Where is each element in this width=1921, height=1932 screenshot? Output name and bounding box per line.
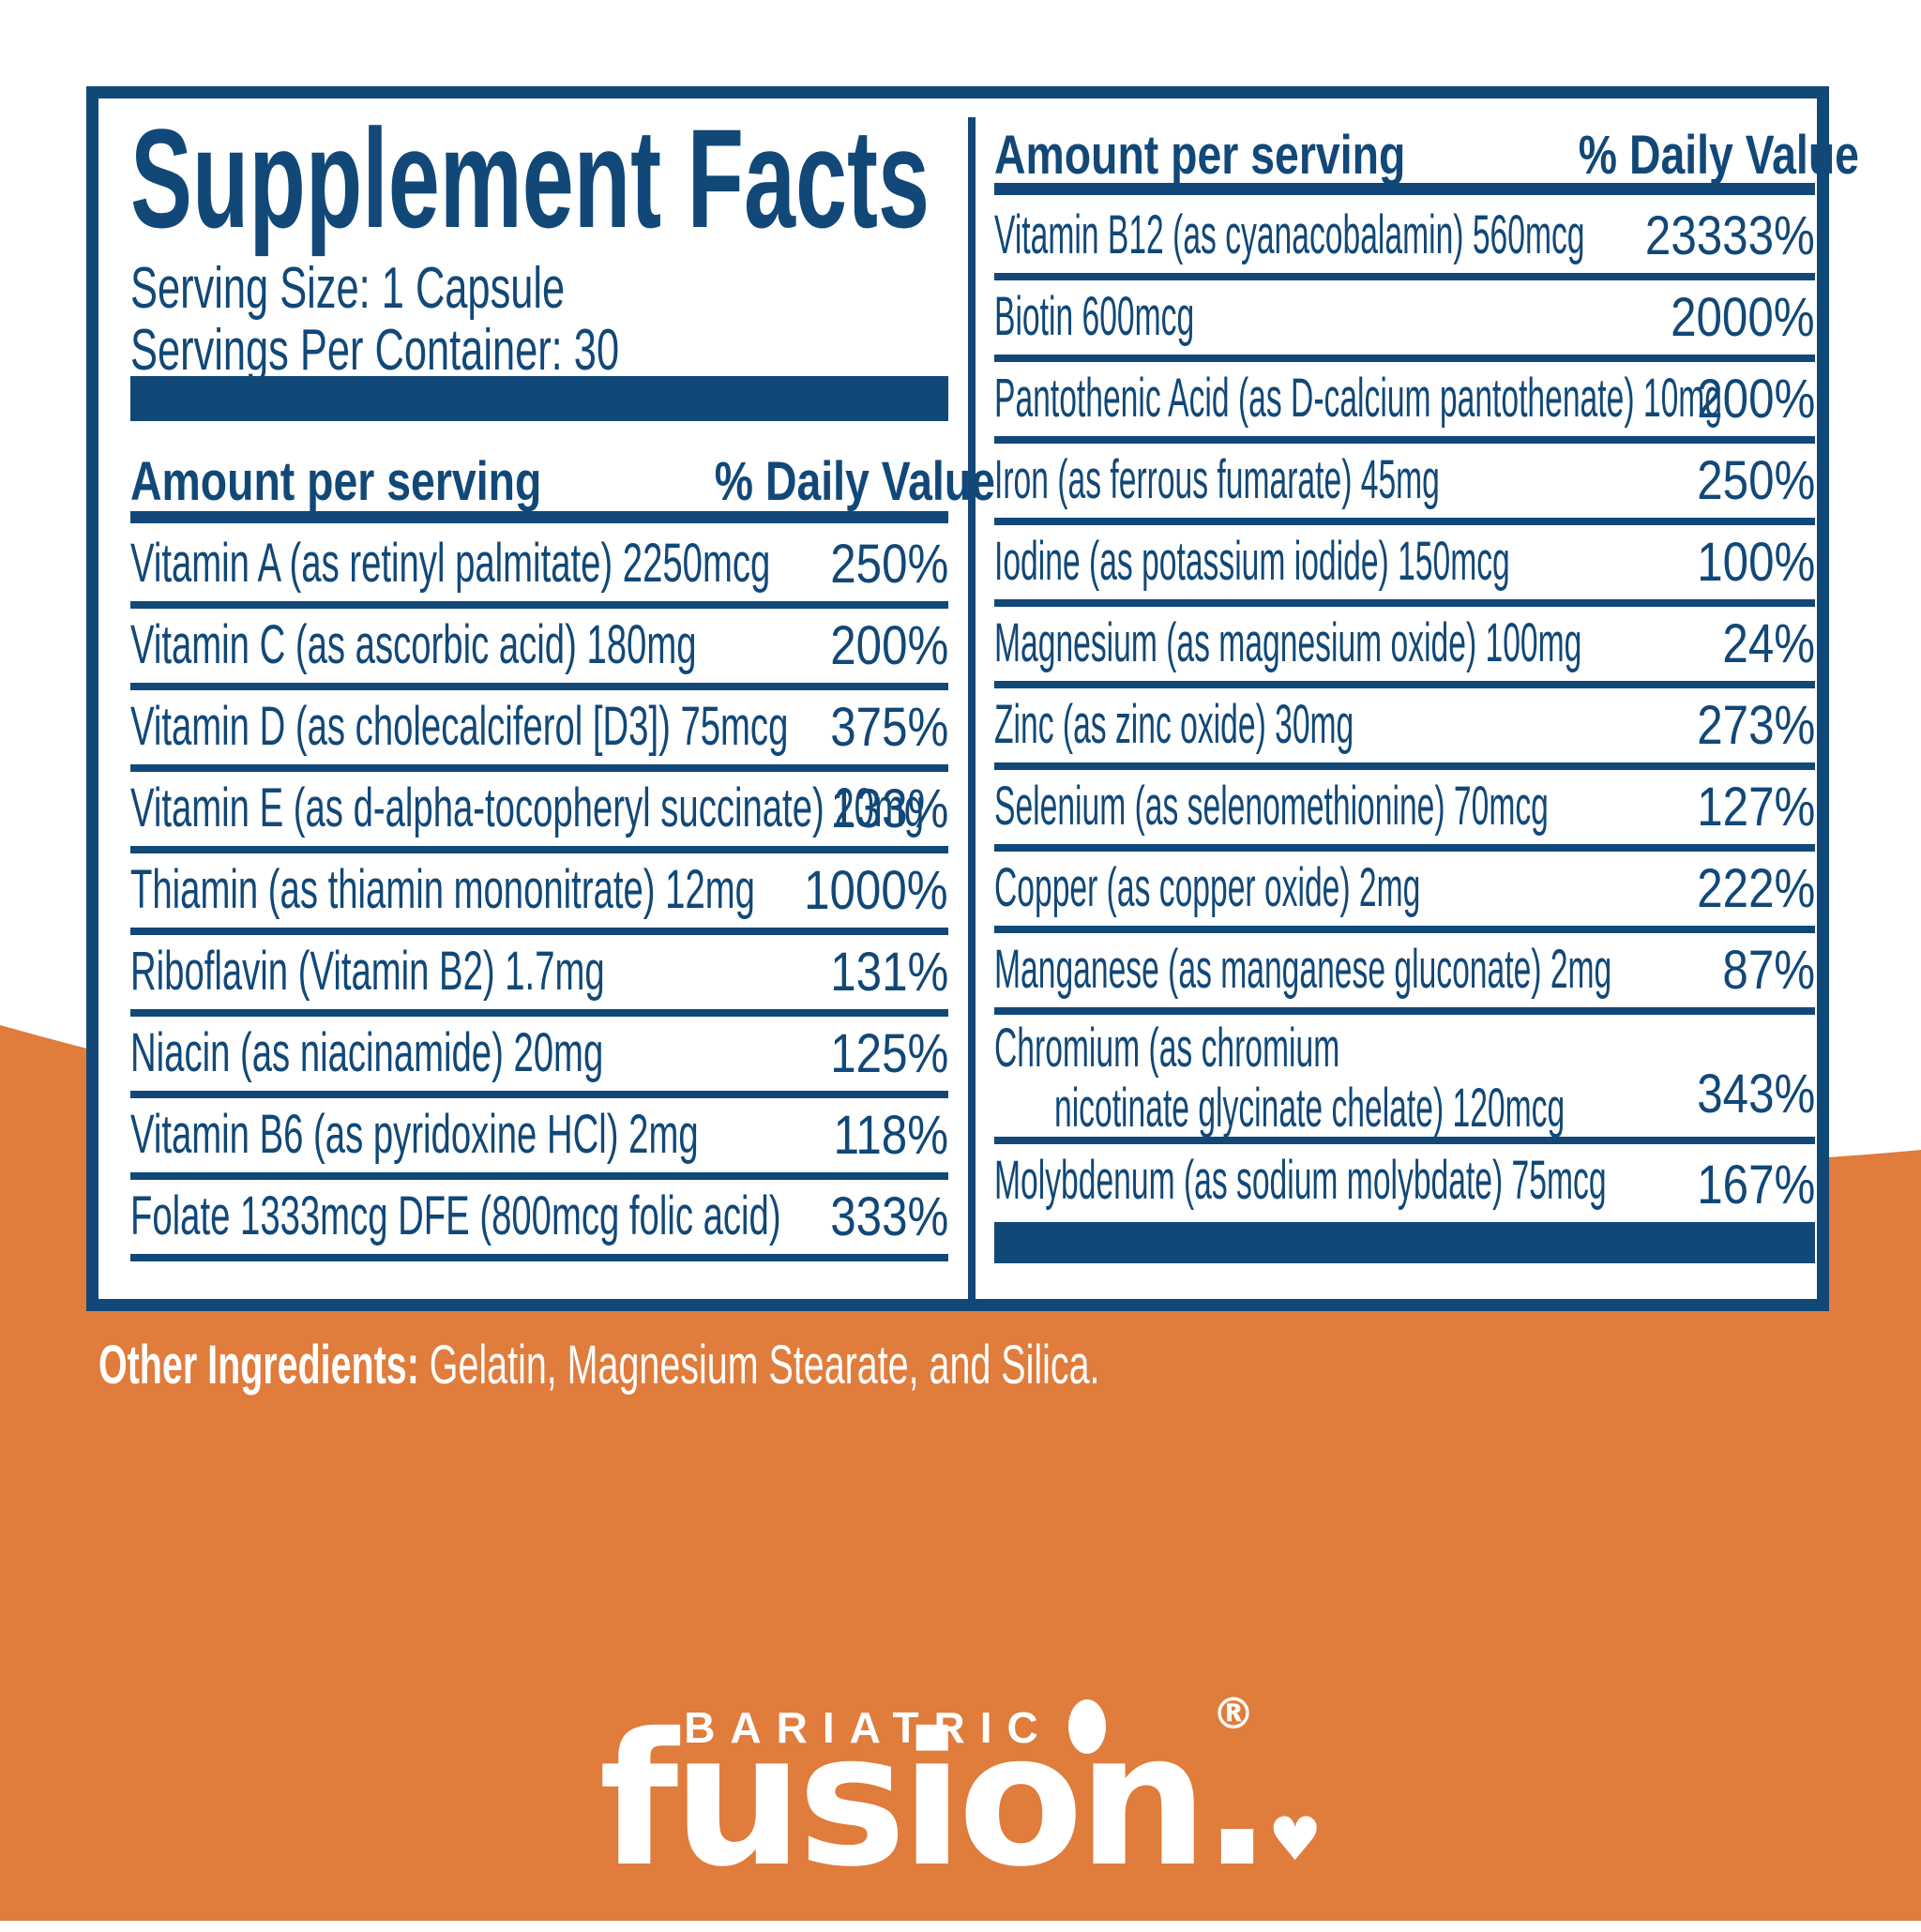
nutrient-name: Vitamin A (as retinyl palmitate) 2250mcg	[130, 533, 771, 594]
daily-value: 222%	[1696, 857, 1815, 919]
nutrient-row: Molybdenum (as sodium molybdate) 75mcg 16…	[994, 1144, 1815, 1226]
daily-value: 127%	[1696, 776, 1815, 838]
daily-value: 2000%	[1671, 286, 1815, 348]
nutrient-row: Copper (as copper oxide) 2mg 222%	[994, 852, 1815, 933]
right-nutrient-table: Vitamin B12 (as cyanacobalamin) 560mcg 23…	[994, 199, 1815, 1226]
nutrient-name: Magnesium (as magnesium oxide) 100mg	[994, 612, 1582, 673]
daily-value: 343%	[1696, 1064, 1815, 1124]
daily-value: 100%	[1696, 531, 1815, 593]
nutrient-name: Chromium (as chromium nicotinate glycinat…	[994, 1018, 1566, 1139]
navy-bar	[130, 376, 948, 421]
daily-value: 118%	[833, 1104, 948, 1166]
other-ingredients-list: Gelatin, Magnesium Stearate, and Silica.	[418, 1335, 1100, 1396]
header-underline	[994, 183, 1815, 195]
nutrient-name: Manganese (as manganese gluconate) 2mg	[994, 939, 1612, 1000]
supplement-facts-title: Supplement Facts	[130, 99, 930, 257]
nutrient-row: Iodine (as potassium iodide) 150mcg 100%	[994, 525, 1815, 607]
other-ingredients: Other Ingredients: Gelatin, Magnesium St…	[98, 1336, 1571, 1396]
nutrient-row: Zinc (as zinc oxide) 30mg 273%	[994, 688, 1815, 770]
navy-bar	[994, 1222, 1815, 1263]
nutrient-name: Vitamin B6 (as pyridoxine HCl) 2mg	[130, 1104, 699, 1165]
nutrient-name: Iodine (as potassium iodide) 150mcg	[994, 531, 1510, 592]
nutrient-name: Thiamin (as thiamin mononitrate) 12mg	[130, 859, 755, 920]
daily-value: 87%	[1722, 939, 1815, 1001]
other-ingredients-text: Other Ingredients: Gelatin, Magnesium St…	[98, 1336, 1099, 1396]
servings-per-container: Servings Per Container: 30	[130, 318, 620, 383]
nutrient-row: Manganese (as manganese gluconate) 2mg 87…	[994, 933, 1815, 1015]
left-column-header: Amount per serving % Daily Value	[130, 451, 995, 512]
nutrient-name: Molybdenum (as sodium molybdate) 75mcg	[994, 1150, 1607, 1211]
nutrient-row: Pantothenic Acid (as D-calcium pantothen…	[994, 362, 1815, 444]
nutrient-name: Vitamin C (as ascorbic acid) 180mg	[130, 614, 697, 675]
nutrient-name: Biotin 600mcg	[994, 286, 1195, 347]
daily-value: 24%	[1722, 612, 1815, 674]
daily-value-header: % Daily Value	[1578, 125, 1859, 186]
amount-per-serving-header: Amount per serving	[994, 125, 1406, 186]
daily-value: 273%	[1696, 694, 1815, 756]
daily-value: 375%	[829, 696, 948, 758]
nutrient-name: Selenium (as selenomethionine) 70mcg	[994, 776, 1549, 837]
nutrient-name: Copper (as copper oxide) 2mg	[994, 857, 1421, 918]
nutrient-row: Vitamin B6 (as pyridoxine HCl) 2mg 118%	[130, 1098, 948, 1180]
nutrient-row: Iron (as ferrous fumarate) 45mg 250%	[994, 444, 1815, 525]
nutrient-name: Iron (as ferrous fumarate) 45mg	[994, 449, 1440, 510]
daily-value: 250%	[1696, 449, 1815, 511]
other-ingredients-label: Other Ingredients:	[98, 1335, 419, 1396]
nutrient-row: Magnesium (as magnesium oxide) 100mg 24%	[994, 607, 1815, 688]
nutrient-row: Riboflavin (Vitamin B2) 1.7mg 131%	[130, 935, 948, 1017]
nutrient-name: Pantothenic Acid (as D-calcium pantothen…	[994, 368, 1723, 429]
header-underline	[130, 511, 948, 523]
daily-value: 250%	[829, 533, 948, 595]
nutrient-row: Folate 1333mcg DFE (800mcg folic acid) 33…	[130, 1180, 948, 1261]
amount-per-serving-header: Amount per serving	[130, 451, 542, 512]
nutrient-row: Chromium (as chromium nicotinate glycinat…	[994, 1015, 1815, 1144]
column-divider	[968, 117, 976, 1299]
nutrient-name: Vitamin B12 (as cyanacobalamin) 560mcg	[994, 204, 1585, 265]
supplement-facts-panel: Supplement Facts Serving Size: 1 Capsule…	[86, 86, 1859, 1311]
daily-value: 167%	[1696, 1154, 1815, 1215]
nutrient-name: Niacin (as niacinamide) 20mg	[130, 1022, 604, 1083]
nutrient-row: Vitamin B12 (as cyanacobalamin) 560mcg 23…	[994, 199, 1815, 280]
nutrient-row: Vitamin E (as d-alpha-tocopheryl succina…	[130, 772, 948, 853]
nutrient-row: Vitamin D (as cholecalciferol [D3]) 75mc…	[130, 690, 948, 772]
right-column-header: Amount per serving % Daily Value	[994, 125, 1859, 186]
daily-value: 1000%	[804, 859, 948, 921]
nutrient-row: Niacin (as niacinamide) 20mg 125%	[130, 1017, 948, 1098]
nutrient-row: Selenium (as selenomethionine) 70mcg 127%	[994, 770, 1815, 852]
nutrient-name: Vitamin E (as d-alpha-tocopheryl succina…	[130, 777, 925, 838]
left-nutrient-table: Vitamin A (as retinyl palmitate) 2250mcg…	[130, 527, 948, 1261]
nutrient-row: Vitamin A (as retinyl palmitate) 2250mcg…	[130, 527, 948, 609]
daily-value: 200%	[1696, 368, 1815, 430]
daily-value: 125%	[829, 1022, 948, 1084]
daily-value: 200%	[829, 614, 948, 676]
daily-value: 333%	[829, 1185, 948, 1247]
nutrient-name: Riboflavin (Vitamin B2) 1.7mg	[130, 941, 605, 1002]
nutrient-name: Zinc (as zinc oxide) 30mg	[994, 694, 1354, 755]
nutrient-row: Vitamin C (as ascorbic acid) 180mg 200%	[130, 609, 948, 690]
daily-value-header: % Daily Value	[714, 451, 995, 512]
daily-value: 131%	[829, 941, 948, 1003]
nutrient-row: Thiamin (as thiamin mononitrate) 12mg 100…	[130, 853, 948, 935]
nutrient-name: Vitamin D (as cholecalciferol [D3]) 75mc…	[130, 696, 789, 757]
daily-value: 23333%	[1645, 204, 1815, 266]
serving-size: Serving Size: 1 Capsule	[130, 256, 566, 321]
nutrient-name: Folate 1333mcg DFE (800mcg folic acid)	[130, 1185, 781, 1246]
daily-value: 133%	[829, 777, 948, 839]
nutrient-row: Biotin 600mcg 2000%	[994, 280, 1815, 362]
